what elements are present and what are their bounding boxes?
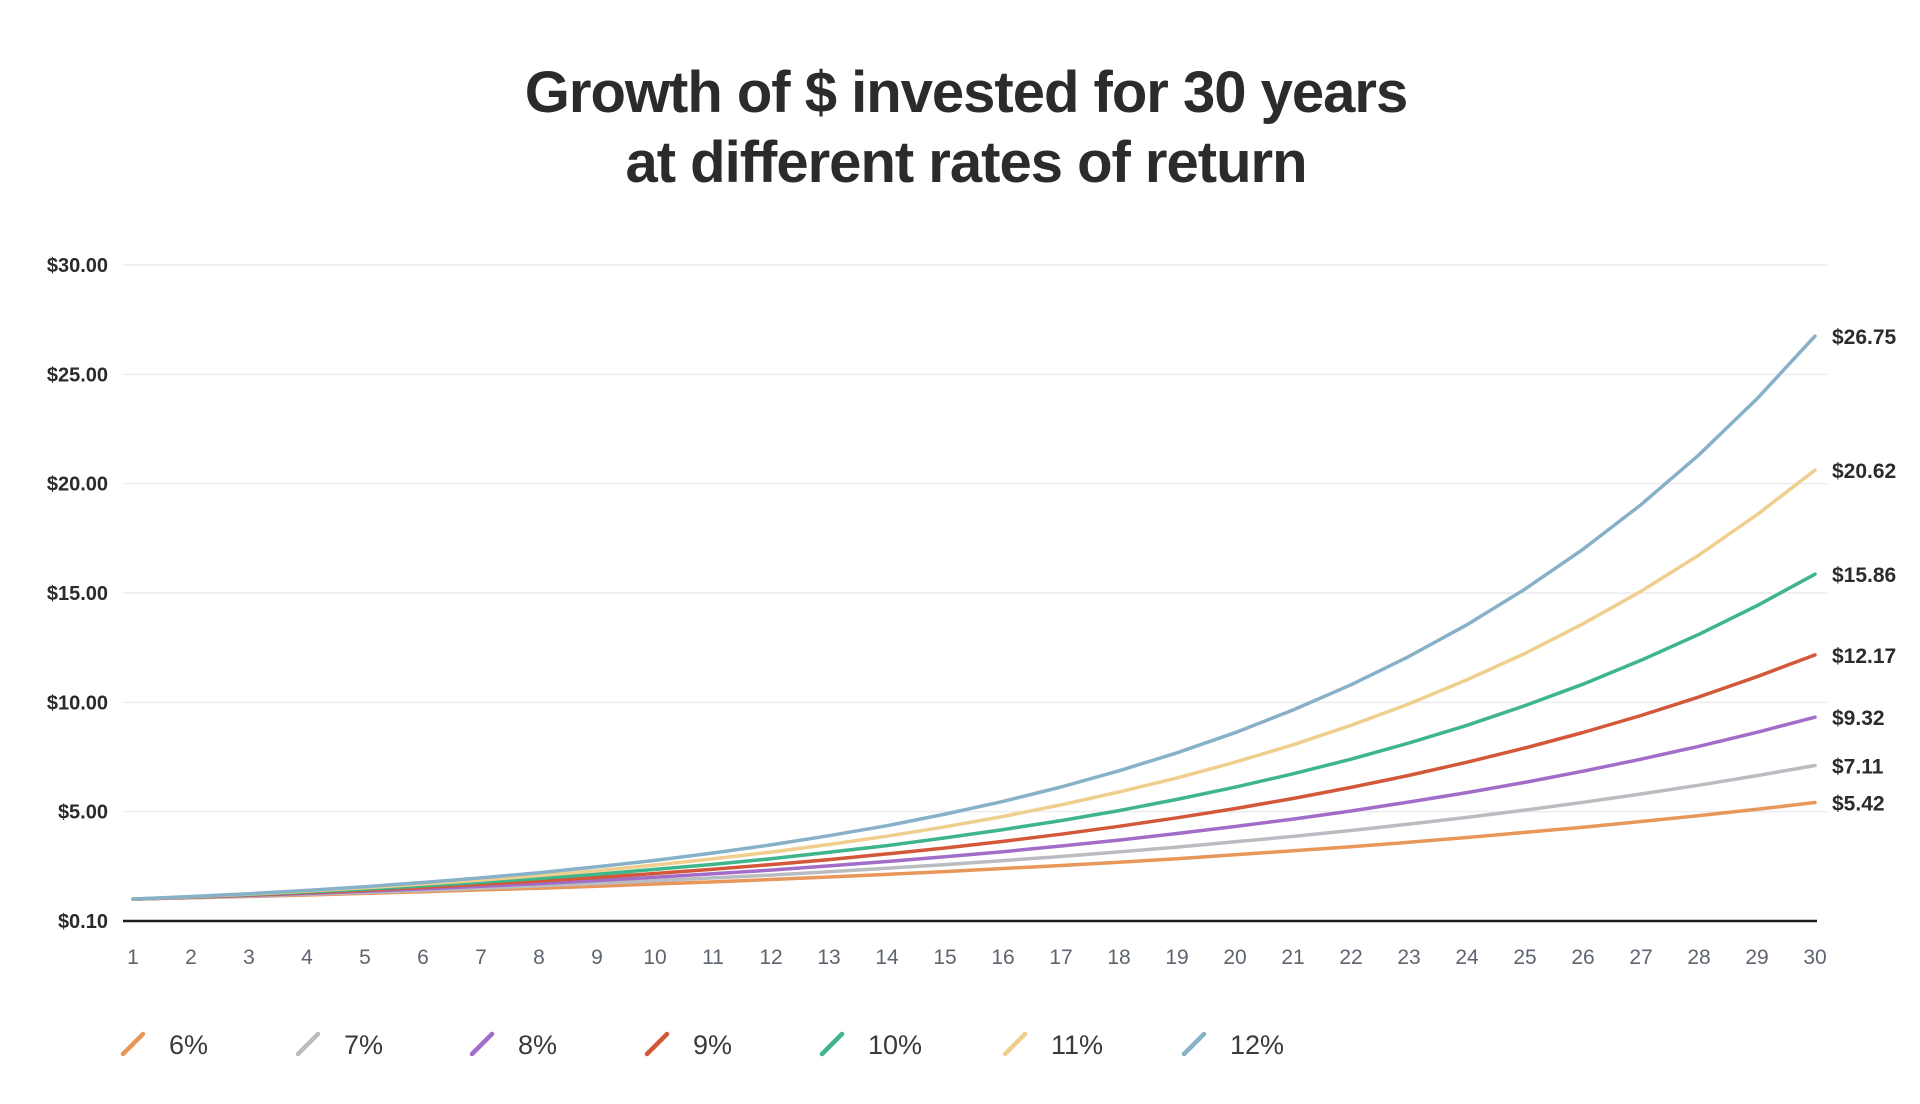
- legend-label: 12%: [1230, 1030, 1284, 1060]
- x-tick-label: 20: [1223, 946, 1246, 969]
- x-tick-label: 16: [991, 946, 1014, 969]
- y-tick-label: $20.00: [47, 474, 108, 496]
- x-tick-label: 4: [301, 946, 313, 969]
- x-tick-label: 22: [1339, 946, 1362, 969]
- legend: 6% 7% 8% 9% 10% 11% 12%: [120, 1030, 1284, 1060]
- x-tick-label: 18: [1107, 946, 1130, 969]
- y-tick-label: $30.00: [47, 255, 108, 277]
- end-value-label: $5.42: [1832, 792, 1885, 815]
- legend-item-12pct[interactable]: 12%: [1181, 1030, 1284, 1060]
- x-tick-label: 26: [1571, 946, 1594, 969]
- legend-swatch-icon: [1181, 1031, 1207, 1057]
- legend-swatch-icon: [644, 1031, 670, 1057]
- x-tick-label: 5: [359, 946, 371, 969]
- x-tick-label: 25: [1513, 946, 1536, 969]
- x-tick-label: 17: [1049, 946, 1072, 969]
- chart-title-line-2: at different rates of return: [625, 130, 1308, 195]
- legend-item-6pct[interactable]: 6%: [120, 1030, 208, 1060]
- legend-swatch-icon: [120, 1031, 146, 1057]
- y-tick-label: $0.10: [58, 911, 108, 933]
- y-tick-label: $15.00: [47, 583, 108, 605]
- gridlines: [123, 264, 1828, 813]
- legend-item-8pct[interactable]: 8%: [469, 1030, 557, 1060]
- end-value-label: $20.62: [1832, 460, 1896, 483]
- legend-label: 11%: [1051, 1030, 1103, 1060]
- legend-swatch-icon: [469, 1031, 495, 1057]
- y-tick-label: $5.00: [58, 802, 108, 824]
- legend-label: 9%: [693, 1030, 732, 1060]
- x-tick-label: 24: [1455, 946, 1479, 969]
- legend-item-7pct[interactable]: 7%: [295, 1030, 383, 1060]
- x-tick-label: 15: [933, 946, 956, 969]
- x-tick-label: 2: [185, 946, 197, 969]
- series-line-12pct: [131, 334, 1817, 901]
- y-axis-ticks: $0.10 $5.00 $10.00 $15.00 $20.00 $25.00 $30.00: [47, 255, 108, 933]
- legend-item-9pct[interactable]: 9%: [644, 1030, 732, 1060]
- x-tick-label: 23: [1397, 946, 1420, 969]
- x-tick-label: 10: [643, 946, 666, 969]
- legend-item-10pct[interactable]: 10%: [819, 1030, 922, 1060]
- end-value-label: $12.17: [1832, 645, 1896, 668]
- legend-label: 7%: [344, 1030, 383, 1060]
- x-tick-label: 29: [1745, 946, 1768, 969]
- y-tick-label: $25.00: [47, 364, 108, 386]
- x-tick-label: 21: [1281, 946, 1304, 969]
- x-tick-label: 1: [127, 946, 139, 969]
- x-tick-label: 27: [1629, 946, 1652, 969]
- legend-label: 8%: [518, 1030, 557, 1060]
- chart-title-line-1: Growth of $ invested for 30 years: [524, 60, 1408, 125]
- series-lines: [131, 334, 1817, 901]
- x-tick-label: 28: [1687, 946, 1710, 969]
- x-axis-ticks: 1 2 3 4 5 6 7 8 9 10 11 12 13 14 15 16 17 18 19 20 21 22 23 24 2…: [127, 946, 1827, 969]
- x-tick-label: 7: [475, 946, 487, 969]
- x-tick-label: 14: [875, 946, 899, 969]
- y-tick-label: $10.00: [47, 692, 108, 714]
- end-value-label: $15.86: [1832, 564, 1896, 587]
- x-tick-label: 11: [702, 946, 724, 969]
- x-tick-label: 9: [591, 946, 603, 969]
- x-tick-label: 8: [533, 946, 545, 969]
- legend-label: 10%: [868, 1030, 922, 1060]
- x-tick-label: 30: [1803, 946, 1826, 969]
- end-value-label: $7.11: [1832, 756, 1884, 779]
- end-value-label: $26.75: [1832, 326, 1897, 349]
- legend-swatch-icon: [819, 1031, 845, 1057]
- legend-swatch-icon: [1002, 1031, 1028, 1057]
- end-value-labels: $5.42 $7.11 $9.32 $12.17 $15.86 $20.62 $26.75: [1832, 326, 1897, 815]
- x-tick-label: 3: [243, 946, 255, 969]
- chart-title: Growth of $ invested for 30 years at dif…: [0, 58, 1920, 198]
- x-tick-label: 6: [417, 946, 429, 969]
- x-tick-label: 13: [817, 946, 840, 969]
- end-value-label: $9.32: [1832, 707, 1885, 730]
- legend-label: 6%: [169, 1030, 208, 1060]
- legend-swatch-icon: [295, 1031, 321, 1057]
- x-tick-label: 12: [759, 946, 782, 969]
- legend-item-11pct[interactable]: 11%: [1002, 1030, 1103, 1060]
- x-tick-label: 19: [1165, 946, 1188, 969]
